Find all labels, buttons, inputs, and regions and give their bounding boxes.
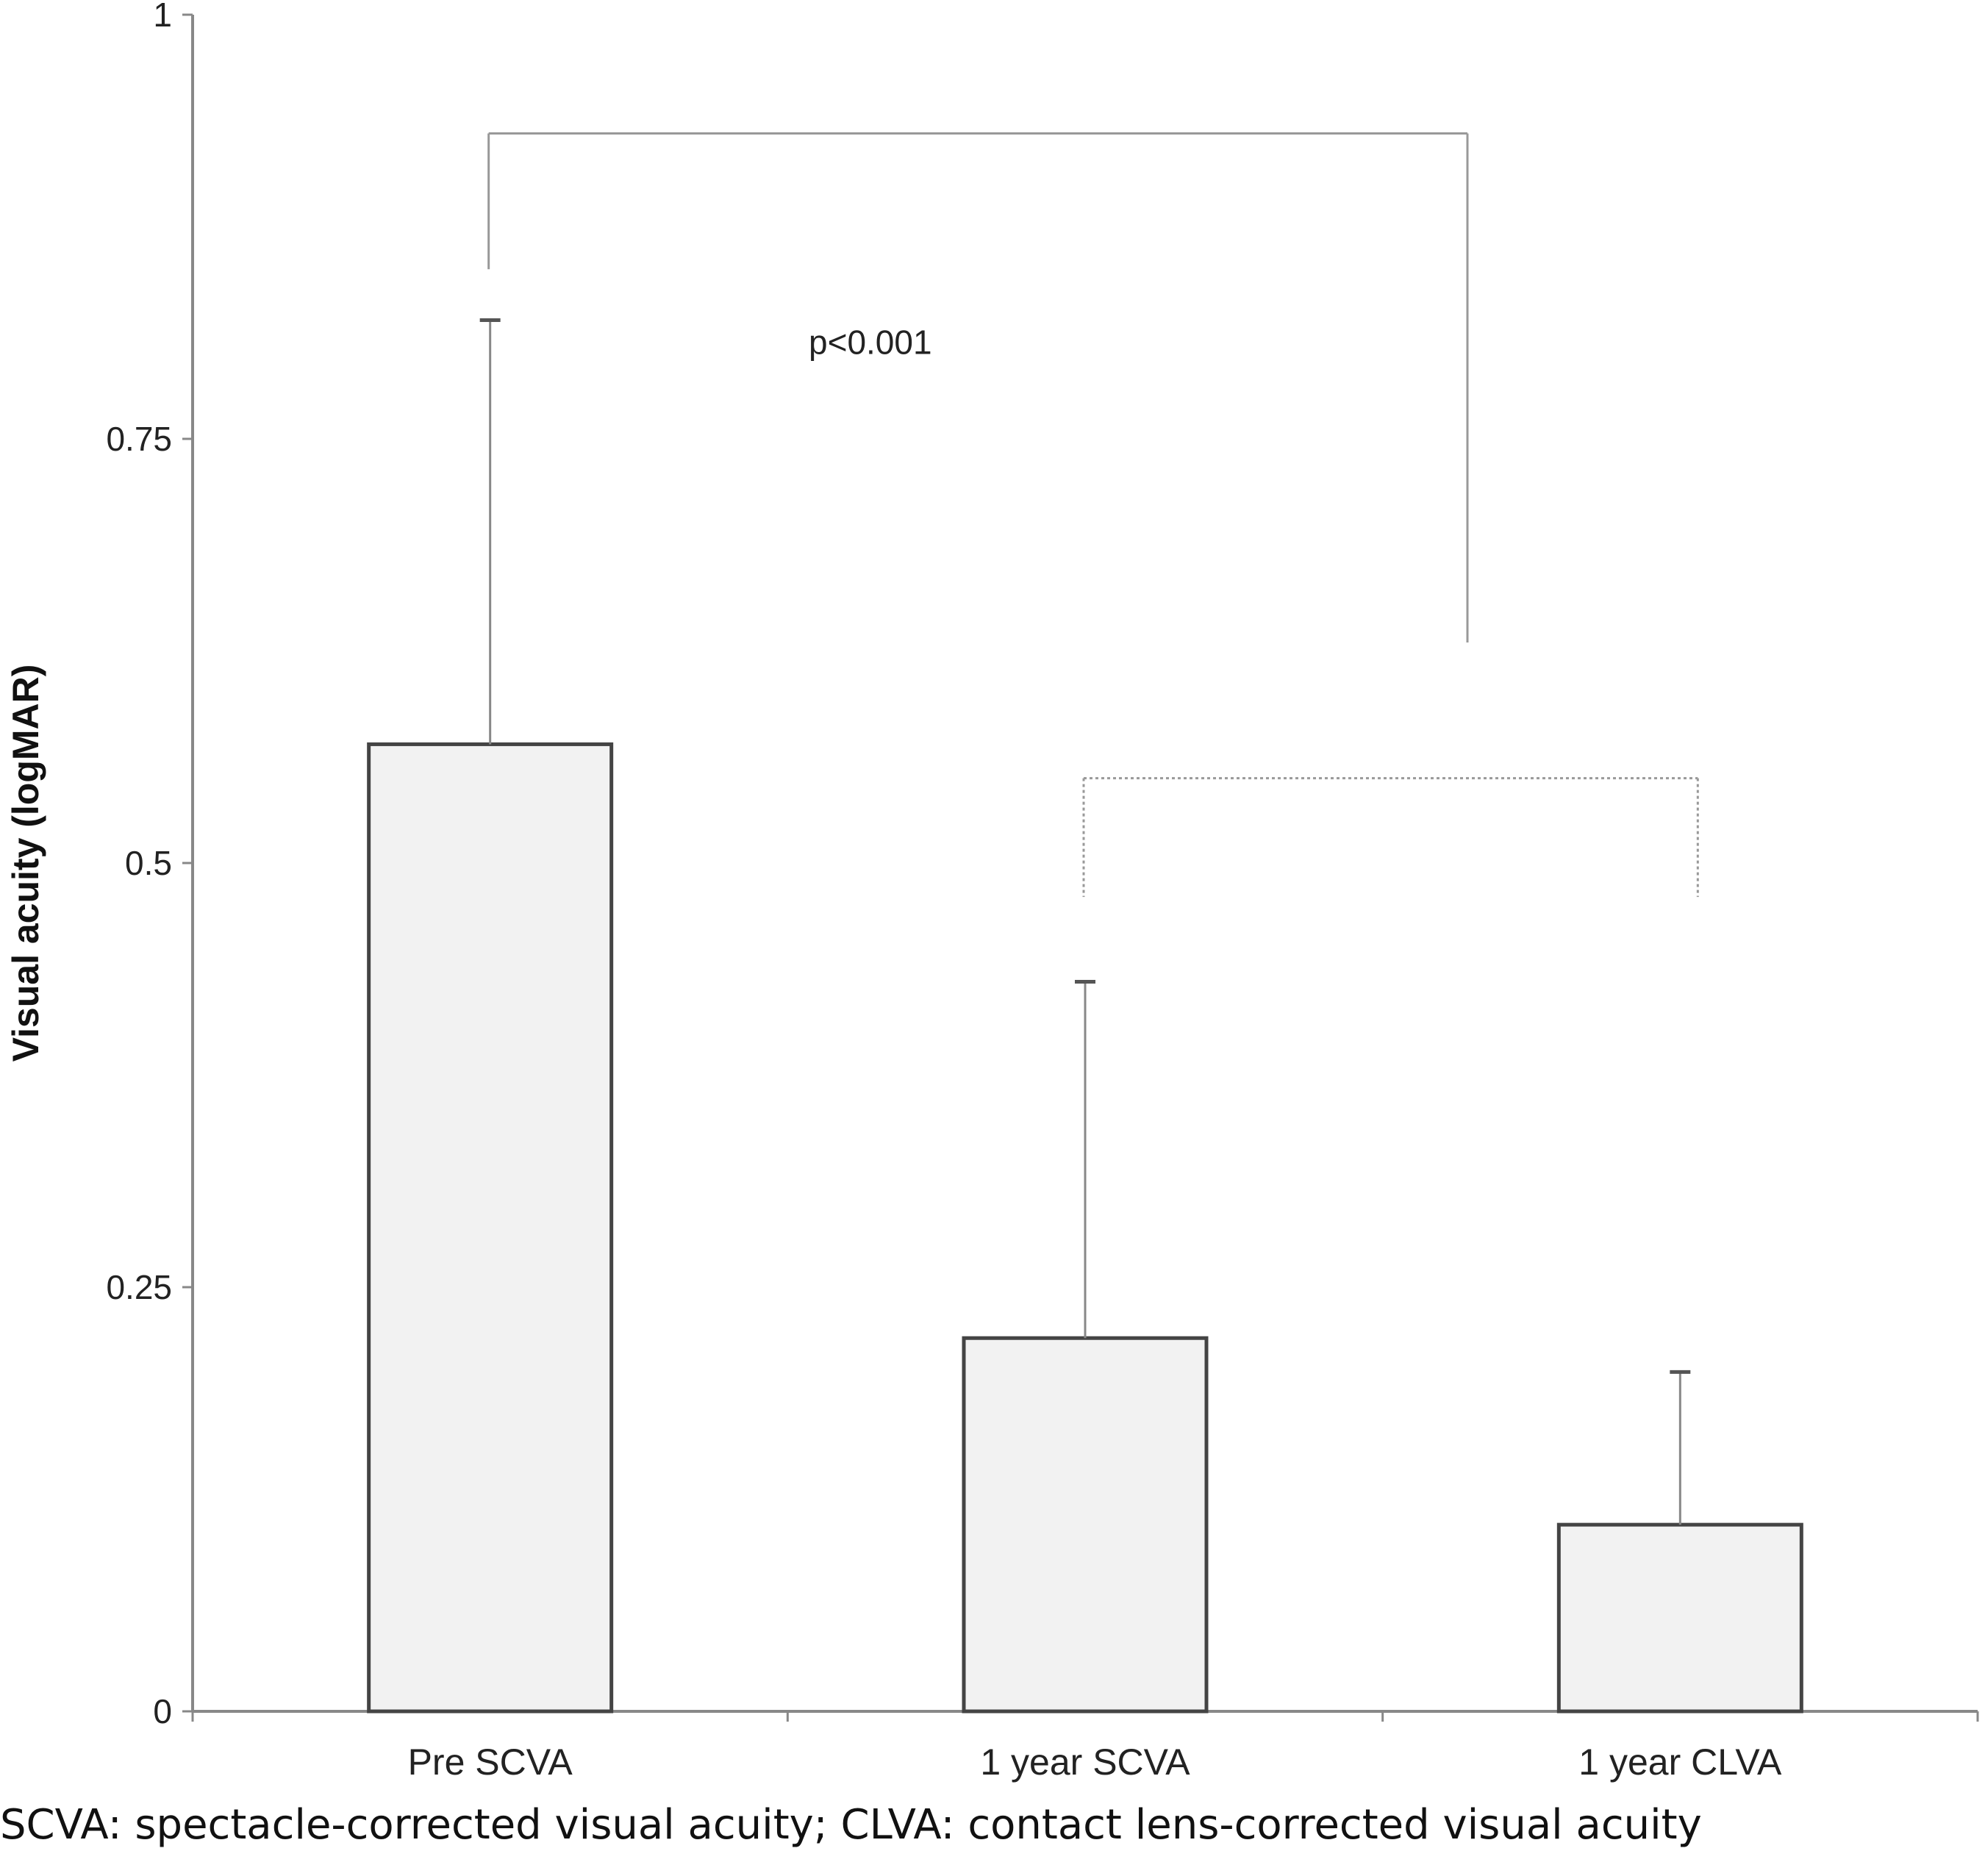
y-tick-label: 0.75 <box>106 420 172 458</box>
y-axis-label: Visual acuity (logMAR) <box>5 665 46 1062</box>
x-category-label: 1 year SCVA <box>980 1741 1190 1783</box>
p-value-annotation: p<0.001 <box>809 323 932 362</box>
significance-brackets: p<0.001 <box>487 132 1699 898</box>
bar <box>962 1336 1209 1714</box>
y-tick-label: 0.5 <box>125 844 172 882</box>
bar <box>367 742 614 1714</box>
bars <box>367 742 1803 1714</box>
y-tick-label: 1 <box>153 0 172 34</box>
axis-labels: 0 0.25 0.5 0.75 1 Pre SCVA 1 year SCVA 1 year C… <box>5 0 1782 1783</box>
y-tick-label: 0.25 <box>106 1268 172 1306</box>
error-bars <box>479 318 1691 1525</box>
bar <box>1556 1522 1803 1714</box>
x-category-label: Pre SCVA <box>408 1741 573 1783</box>
x-category-label: 1 year CLVA <box>1578 1741 1782 1783</box>
y-tick-label: 0 <box>153 1692 172 1730</box>
figure-caption: SCVA: spectacle-corrected visual acuity;… <box>0 1801 1702 1849</box>
